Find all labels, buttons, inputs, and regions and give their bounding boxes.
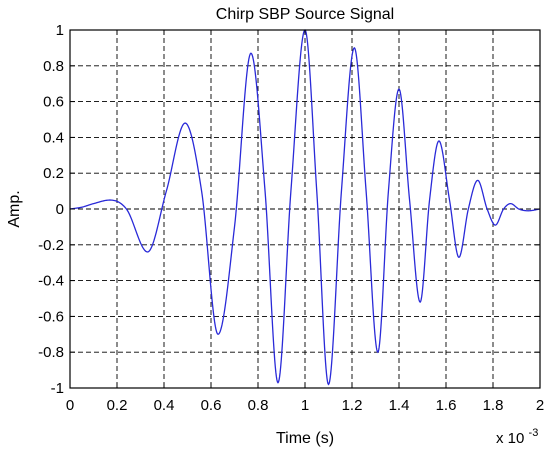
x-tick-label: 1.8 [483, 397, 504, 414]
y-tick-label: -0.6 [38, 308, 64, 325]
x-tick-label: 0.6 [201, 397, 222, 414]
x-tick-label: 0.8 [248, 397, 269, 414]
x-tick-label: 1.4 [389, 397, 410, 414]
x-tick-label: 0 [66, 397, 74, 414]
x-tick-labels: 0 0.2 0.4 0.6 0.8 1 1.2 1.4 1.6 1.8 2 [66, 397, 544, 414]
series-layer [69, 29, 541, 386]
x-multiplier: x 10 -3 [496, 427, 538, 447]
y-tick-labels: -1 -0.8 -0.6 -0.4 -0.2 0 0.2 0.4 0.6 0.8 1 [38, 22, 64, 397]
y-tick-label: 0.8 [43, 58, 64, 75]
x-multiplier-exponent: -3 [529, 427, 539, 439]
y-axis-label: Amp. [6, 190, 23, 227]
x-tick-label: 1.2 [342, 397, 363, 414]
x-multiplier-base: x 10 [496, 430, 524, 447]
y-tick-label: 0 [56, 201, 64, 218]
y-tick-label: 0.6 [43, 94, 64, 111]
y-tick-label: 0.4 [43, 129, 64, 146]
y-tick-label: 1 [56, 22, 64, 39]
x-axis-label: Time (s) [276, 430, 334, 447]
grid [69, 29, 541, 389]
x-tick-label: 0.2 [107, 397, 128, 414]
x-tick-label: 1.6 [436, 397, 457, 414]
x-tick-label: 2 [536, 397, 544, 414]
chart-title: Chirp SBP Source Signal [216, 6, 394, 23]
y-tick-label: -0.4 [38, 273, 64, 290]
y-tick-label: -0.8 [38, 344, 64, 361]
y-tick-label: 0.2 [43, 165, 64, 182]
x-tick-label: 1 [301, 397, 309, 414]
signal-line [69, 29, 541, 386]
x-tick-label: 0.4 [154, 397, 175, 414]
y-tick-label: -0.2 [38, 237, 64, 254]
tick-marks [69, 29, 541, 389]
y-tick-label: -1 [51, 380, 64, 397]
